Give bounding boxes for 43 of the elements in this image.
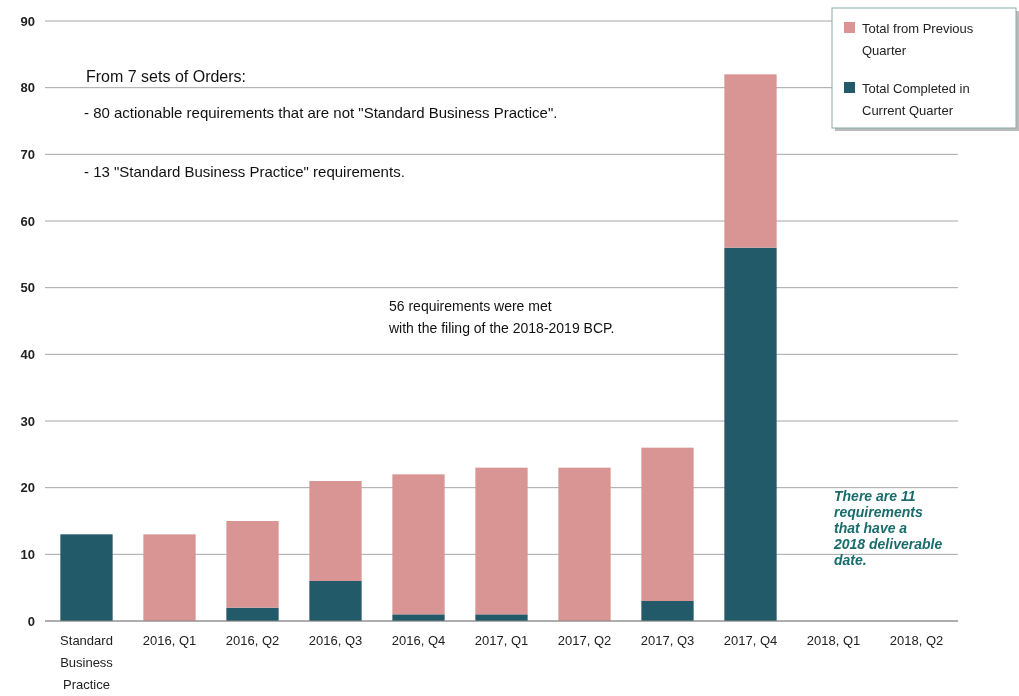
y-tick-label: 80 bbox=[20, 80, 35, 96]
y-tick-label: 90 bbox=[20, 13, 35, 29]
x-tick-label: 2016, Q3 bbox=[308, 633, 363, 648]
bar bbox=[641, 447, 694, 601]
annotation: There are 11 requirements that have a 2018 deliverable date. bbox=[833, 488, 943, 568]
x-tick-label: 2017, Q3 bbox=[640, 633, 695, 648]
bar bbox=[475, 614, 528, 621]
x-tick-label: 2017, Q4 bbox=[723, 633, 778, 648]
bar bbox=[60, 534, 113, 621]
y-tick-label: 30 bbox=[20, 413, 35, 429]
x-tick-label: 2017, Q2 bbox=[557, 633, 612, 648]
y-tick-label: 10 bbox=[20, 546, 35, 562]
x-tick-label: 2017, Q1 bbox=[474, 633, 529, 648]
legend-label: Total Completed in Current Quarter bbox=[862, 81, 970, 118]
bar bbox=[724, 74, 777, 248]
bar bbox=[309, 481, 362, 581]
bar bbox=[143, 534, 196, 621]
x-tick-label: 2016, Q4 bbox=[391, 633, 446, 648]
x-tick-label: 2016, Q2 bbox=[225, 633, 280, 648]
y-tick-label: 60 bbox=[20, 213, 35, 229]
annotation: 56 requirements were met with the filing of the 2018-2019 BCP. bbox=[388, 298, 615, 336]
bar bbox=[226, 521, 279, 608]
bar bbox=[641, 601, 694, 621]
bar bbox=[392, 614, 445, 621]
bar bbox=[724, 247, 777, 621]
y-tick-label: 50 bbox=[20, 280, 35, 296]
y-tick-label: 40 bbox=[20, 346, 35, 362]
x-tick-label: 2016, Q1 bbox=[142, 633, 197, 648]
bar bbox=[558, 467, 611, 621]
y-tick-label: 70 bbox=[20, 146, 35, 162]
x-tick-label: 2018, Q1 bbox=[806, 633, 861, 648]
legend-label: Total from Previous Quarter bbox=[862, 21, 974, 58]
x-tick-label: Standard Business Practice bbox=[60, 633, 114, 692]
y-tick-label: 0 bbox=[27, 613, 35, 629]
bar bbox=[475, 467, 528, 615]
x-tick-label: 2018, Q2 bbox=[889, 633, 944, 648]
bar bbox=[392, 474, 445, 615]
bar bbox=[309, 581, 362, 621]
bar bbox=[226, 607, 279, 621]
annotation: - 13 "Standard Business Practice" requirements. bbox=[84, 163, 405, 180]
y-tick-label: 20 bbox=[20, 480, 35, 496]
annotation: From 7 sets of Orders: bbox=[86, 68, 247, 85]
annotation: - 80 actionable requirements that are not "Standard Business Practice". bbox=[84, 104, 558, 121]
